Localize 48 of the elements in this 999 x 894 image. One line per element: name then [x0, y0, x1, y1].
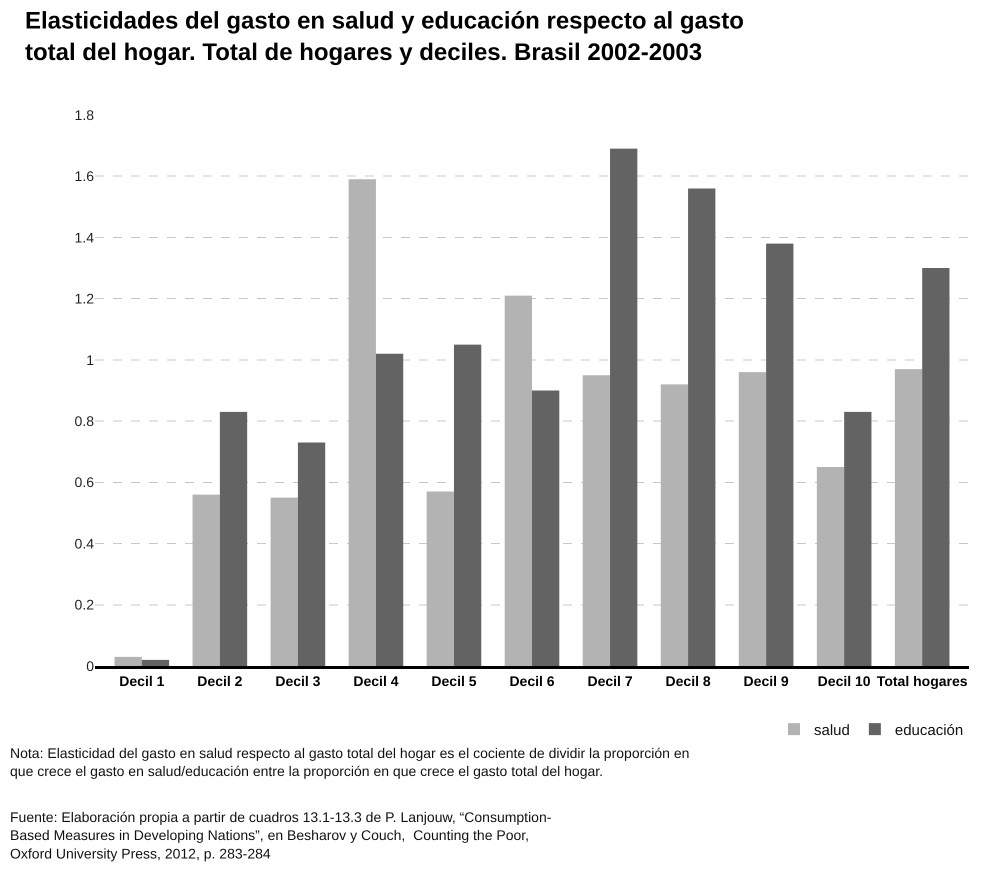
- bar: [220, 412, 248, 666]
- bar: [688, 188, 716, 666]
- legend-label: educación: [894, 722, 964, 739]
- y-tick-label: 1.4: [74, 229, 94, 246]
- x-tick-label: Decil 8: [666, 672, 711, 689]
- chart-title: Elasticidades del gasto en salud y educación respecto al gasto total del hogar. Total de hogares y deciles. Brasil 2002-2003: [24, 8, 744, 66]
- x-tick-label: Decil 3: [275, 672, 321, 689]
- bar: [270, 498, 298, 666]
- x-tick-label: Decil 4: [353, 672, 399, 689]
- legend-label: salud: [814, 722, 850, 739]
- x-tick-label: Decil 10: [818, 672, 871, 689]
- bar: [426, 492, 454, 666]
- x-tick-label: Decil 2: [197, 672, 243, 689]
- y-tick-label: 1: [86, 352, 94, 368]
- bar: [660, 384, 688, 666]
- bar: [816, 467, 844, 666]
- y-tick-label: 0.2: [74, 596, 94, 613]
- bar: [376, 354, 404, 666]
- bar: [348, 179, 376, 666]
- bar: [504, 296, 532, 666]
- x-tick-label: Decil 6: [509, 672, 555, 689]
- bar: [582, 375, 610, 666]
- text: Nota: Elasticidad del gasto en salud respecto al gasto total del hogar es el cociente de dividir la proporción en que crece el gasto en salud/educación entre la proporción en que crece el gasto total del hogar.: [10, 745, 690, 780]
- y-tick-label: 1.6: [74, 168, 94, 184]
- y-tick-label: 0.4: [74, 535, 94, 552]
- x-tick-label: Total hogares: [876, 672, 968, 689]
- y-tick-label: 0.8: [74, 413, 94, 430]
- x-tick-label: Decil 9: [744, 672, 789, 689]
- y-tick-label: 0.6: [74, 474, 94, 490]
- bar: [610, 148, 638, 666]
- bar: [142, 660, 170, 666]
- bar: [922, 268, 950, 666]
- bar: [454, 344, 482, 666]
- x-tick-label: Decil 5: [431, 672, 477, 689]
- bar: [532, 390, 560, 666]
- source-note: Fuente: Elaboración propia a partir de cuadros 13.1-13.3 de P. Lanjouw, “Consumption- Based Measures in Developing Nations”, en Besharov y Couch, Counting the Poor, Oxford University Press, 2012, p. 283-284: [10, 809, 552, 862]
- bar: [894, 369, 922, 666]
- bar: [738, 372, 766, 666]
- y-tick-label: 0: [86, 658, 94, 674]
- x-tick-label: Decil 7: [587, 672, 633, 689]
- bar: [844, 412, 872, 666]
- bar: [298, 442, 326, 666]
- y-tick-label: 1.2: [74, 290, 94, 307]
- y-tick-label: 1.8: [74, 106, 94, 123]
- x-tick-label: Decil 1: [119, 672, 165, 689]
- bar: [192, 494, 220, 666]
- bar: [766, 244, 794, 666]
- bar: [114, 656, 142, 666]
